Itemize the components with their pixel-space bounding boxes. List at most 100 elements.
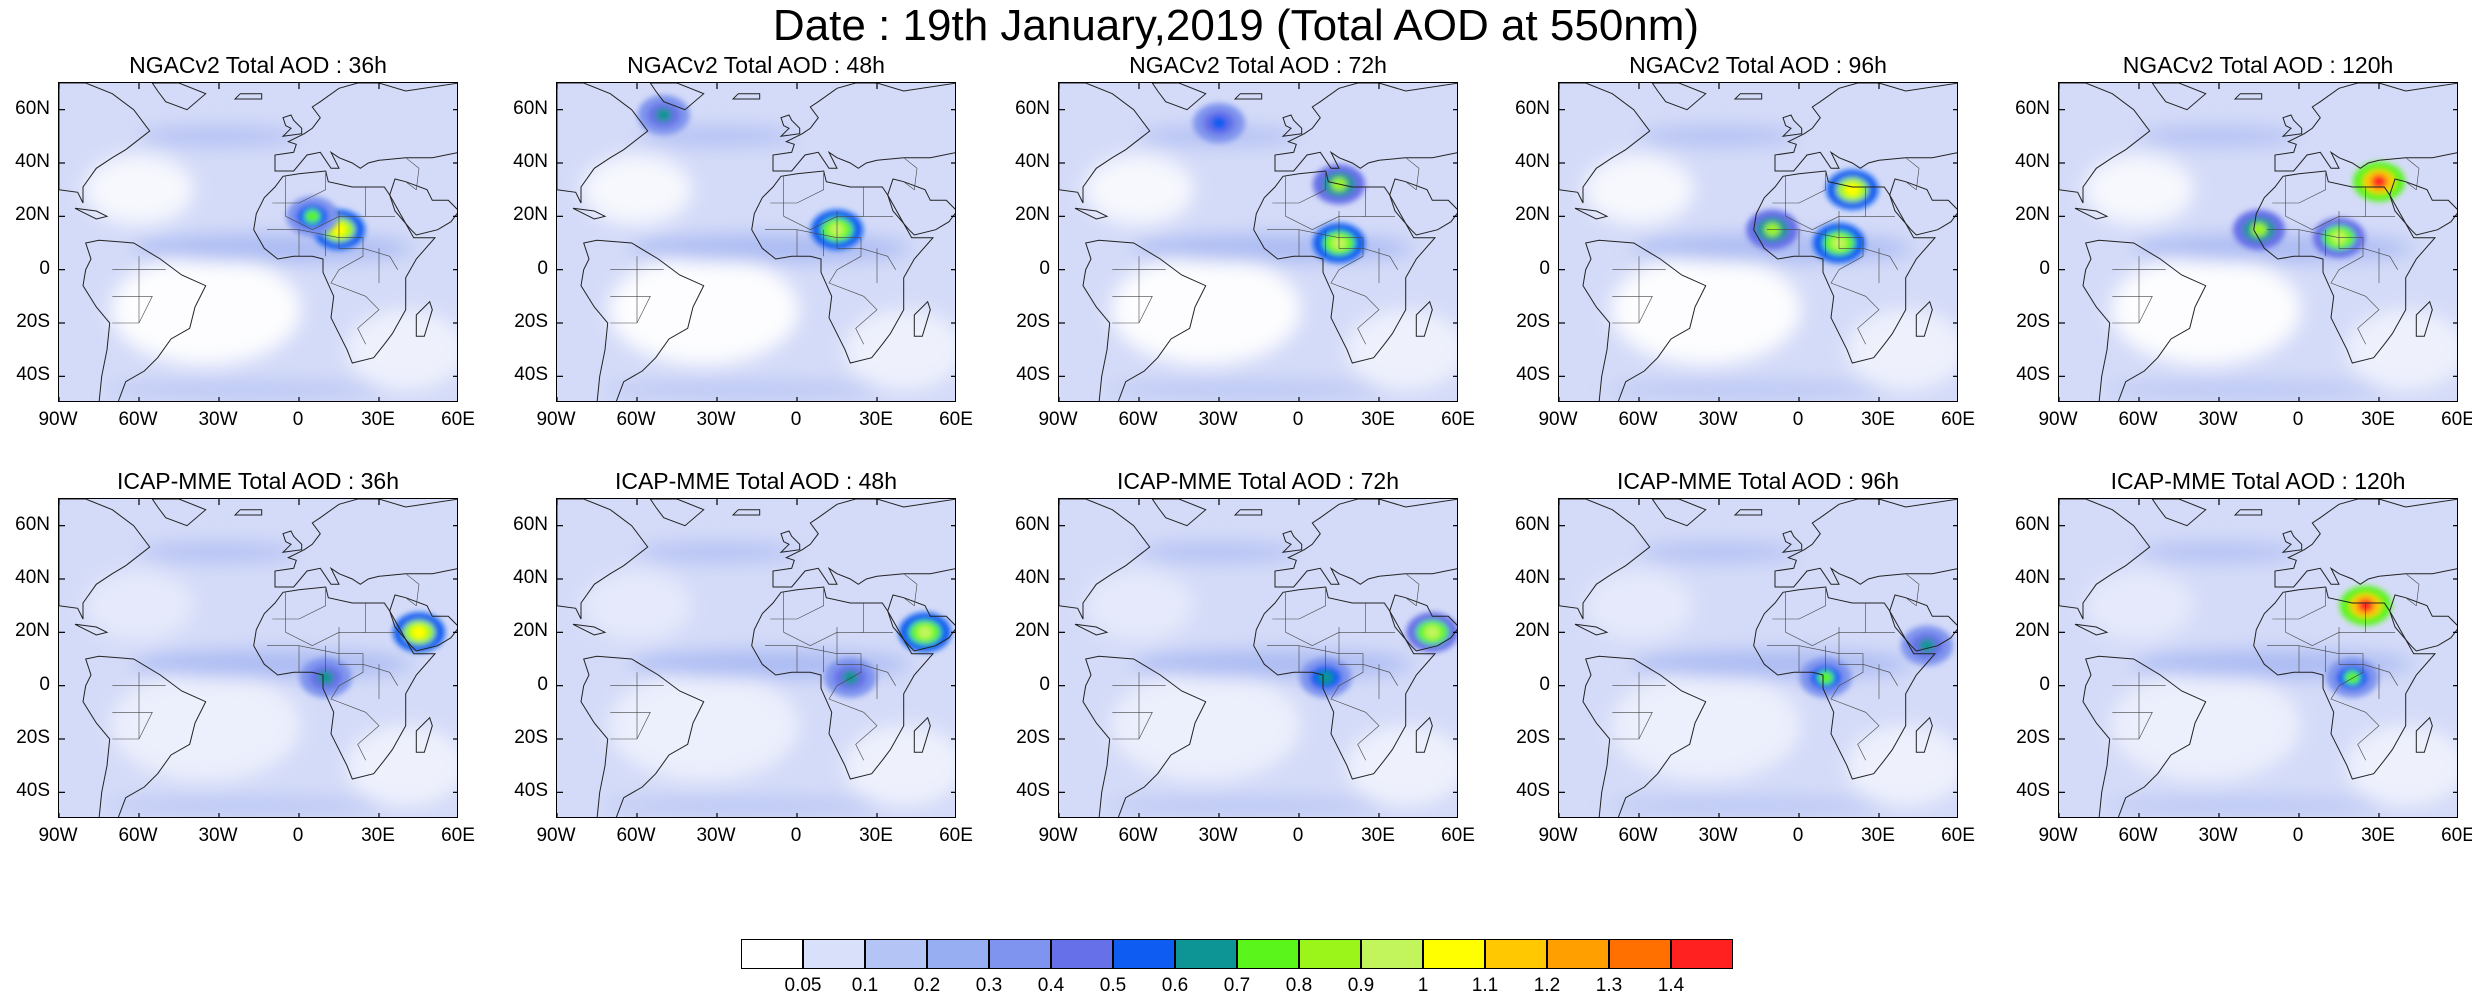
lat-tick-label: 20N [2015, 204, 2050, 226]
lon-tick-label: 60W [118, 825, 158, 846]
coastline-arabia [2389, 178, 2457, 236]
coastline-arabia [1889, 178, 1957, 236]
lon-tick-label: 0 [292, 409, 304, 430]
lon-tick-label: 0 [790, 825, 802, 846]
lat-tick-label: 40S [1516, 780, 1550, 802]
coastline-madagascar [1415, 300, 1433, 337]
coastline-europe [1774, 499, 1957, 588]
lat-tick-label: 40N [513, 567, 548, 588]
coastline-britain [281, 530, 303, 554]
coastline-africa [1253, 586, 1437, 780]
lon-tick-label: 90W [1038, 409, 1078, 430]
lat-tick-label: 60N [513, 513, 548, 535]
colorbar-label: 0.05 [784, 975, 822, 996]
coastline-madagascar [415, 716, 433, 753]
lat-tick-label: 20N [1515, 204, 1550, 226]
colorbar-swatch [989, 939, 1051, 969]
coastline-africa [1253, 170, 1437, 364]
aod-map [557, 83, 955, 401]
aod-map [59, 83, 457, 401]
colorbar-label: 1.4 [1657, 975, 1685, 996]
map-frame [58, 82, 458, 402]
coastline-iceland [233, 93, 263, 100]
lon-tick-label: 60E [2441, 409, 2472, 430]
lat-tick-label: 0 [39, 673, 50, 695]
lat-tick-label: 0 [2039, 673, 2050, 695]
lon-tick-label: 90W [1038, 825, 1078, 846]
colorbar-swatch [1051, 939, 1113, 969]
coastline-iceland [1233, 93, 1263, 100]
coastline-britain [1281, 114, 1303, 138]
colorbar-label: 0.4 [1037, 975, 1065, 996]
coastline-caribbean [572, 207, 607, 220]
coastline-europe [1774, 83, 1957, 172]
map-frame [1558, 498, 1958, 818]
map-panel: ICAP-MME Total AOD : 72h 60N 40N 20N 0 20S 40S… [1015, 458, 1475, 858]
coastline-southAmerica [82, 239, 207, 401]
colorbar-swatch [1671, 939, 1733, 969]
lon-tick-label: 0 [1292, 409, 1304, 430]
lat-tick-label: 40N [2015, 151, 2050, 172]
coastline-greenland [151, 499, 207, 527]
lon-tick-label: 30E [1861, 825, 1895, 846]
coastline-europe [274, 83, 457, 172]
coastline-iceland [1733, 509, 1763, 516]
lon-tick-label: 60W [1618, 409, 1658, 430]
lat-tick-label: 20N [15, 620, 50, 642]
coastline-madagascar [913, 716, 931, 753]
map-panel: ICAP-MME Total AOD : 36h 60N 40N 20N 0 20S 40S… [15, 458, 475, 858]
coastline-africa [1753, 586, 1937, 780]
panel-title: ICAP-MME Total AOD : 72h [1116, 468, 1400, 494]
lon-tick-label: 60E [1941, 409, 1975, 430]
lat-tick-label: 0 [1039, 257, 1050, 279]
lat-tick-label: 60N [1015, 513, 1050, 535]
coastline-greenland [1651, 83, 1707, 111]
coastline-europe [1274, 499, 1457, 588]
colorbar-swatch [741, 939, 803, 969]
lon-tick-label: 90W [536, 409, 576, 430]
lon-tick-label: 60W [1118, 825, 1158, 846]
panel-title: ICAP-MME Total AOD : 96h [1616, 468, 1900, 494]
aod-map [1059, 83, 1457, 401]
lat-tick-label: 60N [1515, 513, 1550, 535]
lat-tick-label: 20S [16, 311, 50, 332]
lat-tick-label: 40N [15, 567, 50, 588]
coastline-africa [751, 170, 935, 364]
coastline-africa [253, 170, 437, 364]
coastline-africa [2253, 170, 2437, 364]
coastline-greenland [649, 499, 705, 527]
coastline-iceland [731, 509, 761, 516]
coastline-britain [779, 114, 801, 138]
lat-tick-label: 60N [1015, 97, 1050, 119]
colorbar-label: 1.2 [1533, 975, 1561, 996]
lon-tick-label: 60W [2118, 409, 2158, 430]
lat-tick-label: 20N [15, 204, 50, 226]
coastline-southAmerica [580, 239, 705, 401]
lon-tick-label: 60W [118, 409, 158, 430]
lat-tick-label: 40S [514, 364, 548, 386]
lon-tick-label: 90W [1538, 825, 1578, 846]
coastline-iceland [2233, 93, 2263, 100]
lat-tick-label: 20N [1015, 204, 1050, 226]
map-panel: NGACv2 Total AOD : 36h 60N 40N 20N 0 20S 40S 90… [15, 42, 475, 442]
lat-tick-label: 40N [15, 151, 50, 172]
lat-tick-label: 20S [1516, 727, 1550, 748]
coastline-africa [253, 586, 437, 780]
coastline-caribbean [572, 623, 607, 636]
colorbar-swatch [1237, 939, 1299, 969]
lon-tick-label: 30E [1861, 409, 1895, 430]
lat-tick-label: 20N [1515, 620, 1550, 642]
colorbar-label: 0.6 [1161, 975, 1189, 996]
lat-tick-label: 40N [1015, 567, 1050, 588]
aod-map [1059, 499, 1457, 817]
panel-title: ICAP-MME Total AOD : 48h [614, 468, 898, 494]
aod-map [1559, 83, 1957, 401]
lon-tick-label: 0 [790, 409, 802, 430]
colorbar-swatch [1423, 939, 1485, 969]
colorbar-label: 0.3 [975, 975, 1003, 996]
lat-tick-label: 20S [2016, 311, 2050, 332]
lat-tick-label: 40S [1016, 364, 1050, 386]
lon-tick-label: 0 [1292, 825, 1304, 846]
colorbar-swatch [927, 939, 989, 969]
lat-tick-label: 40S [2016, 780, 2050, 802]
